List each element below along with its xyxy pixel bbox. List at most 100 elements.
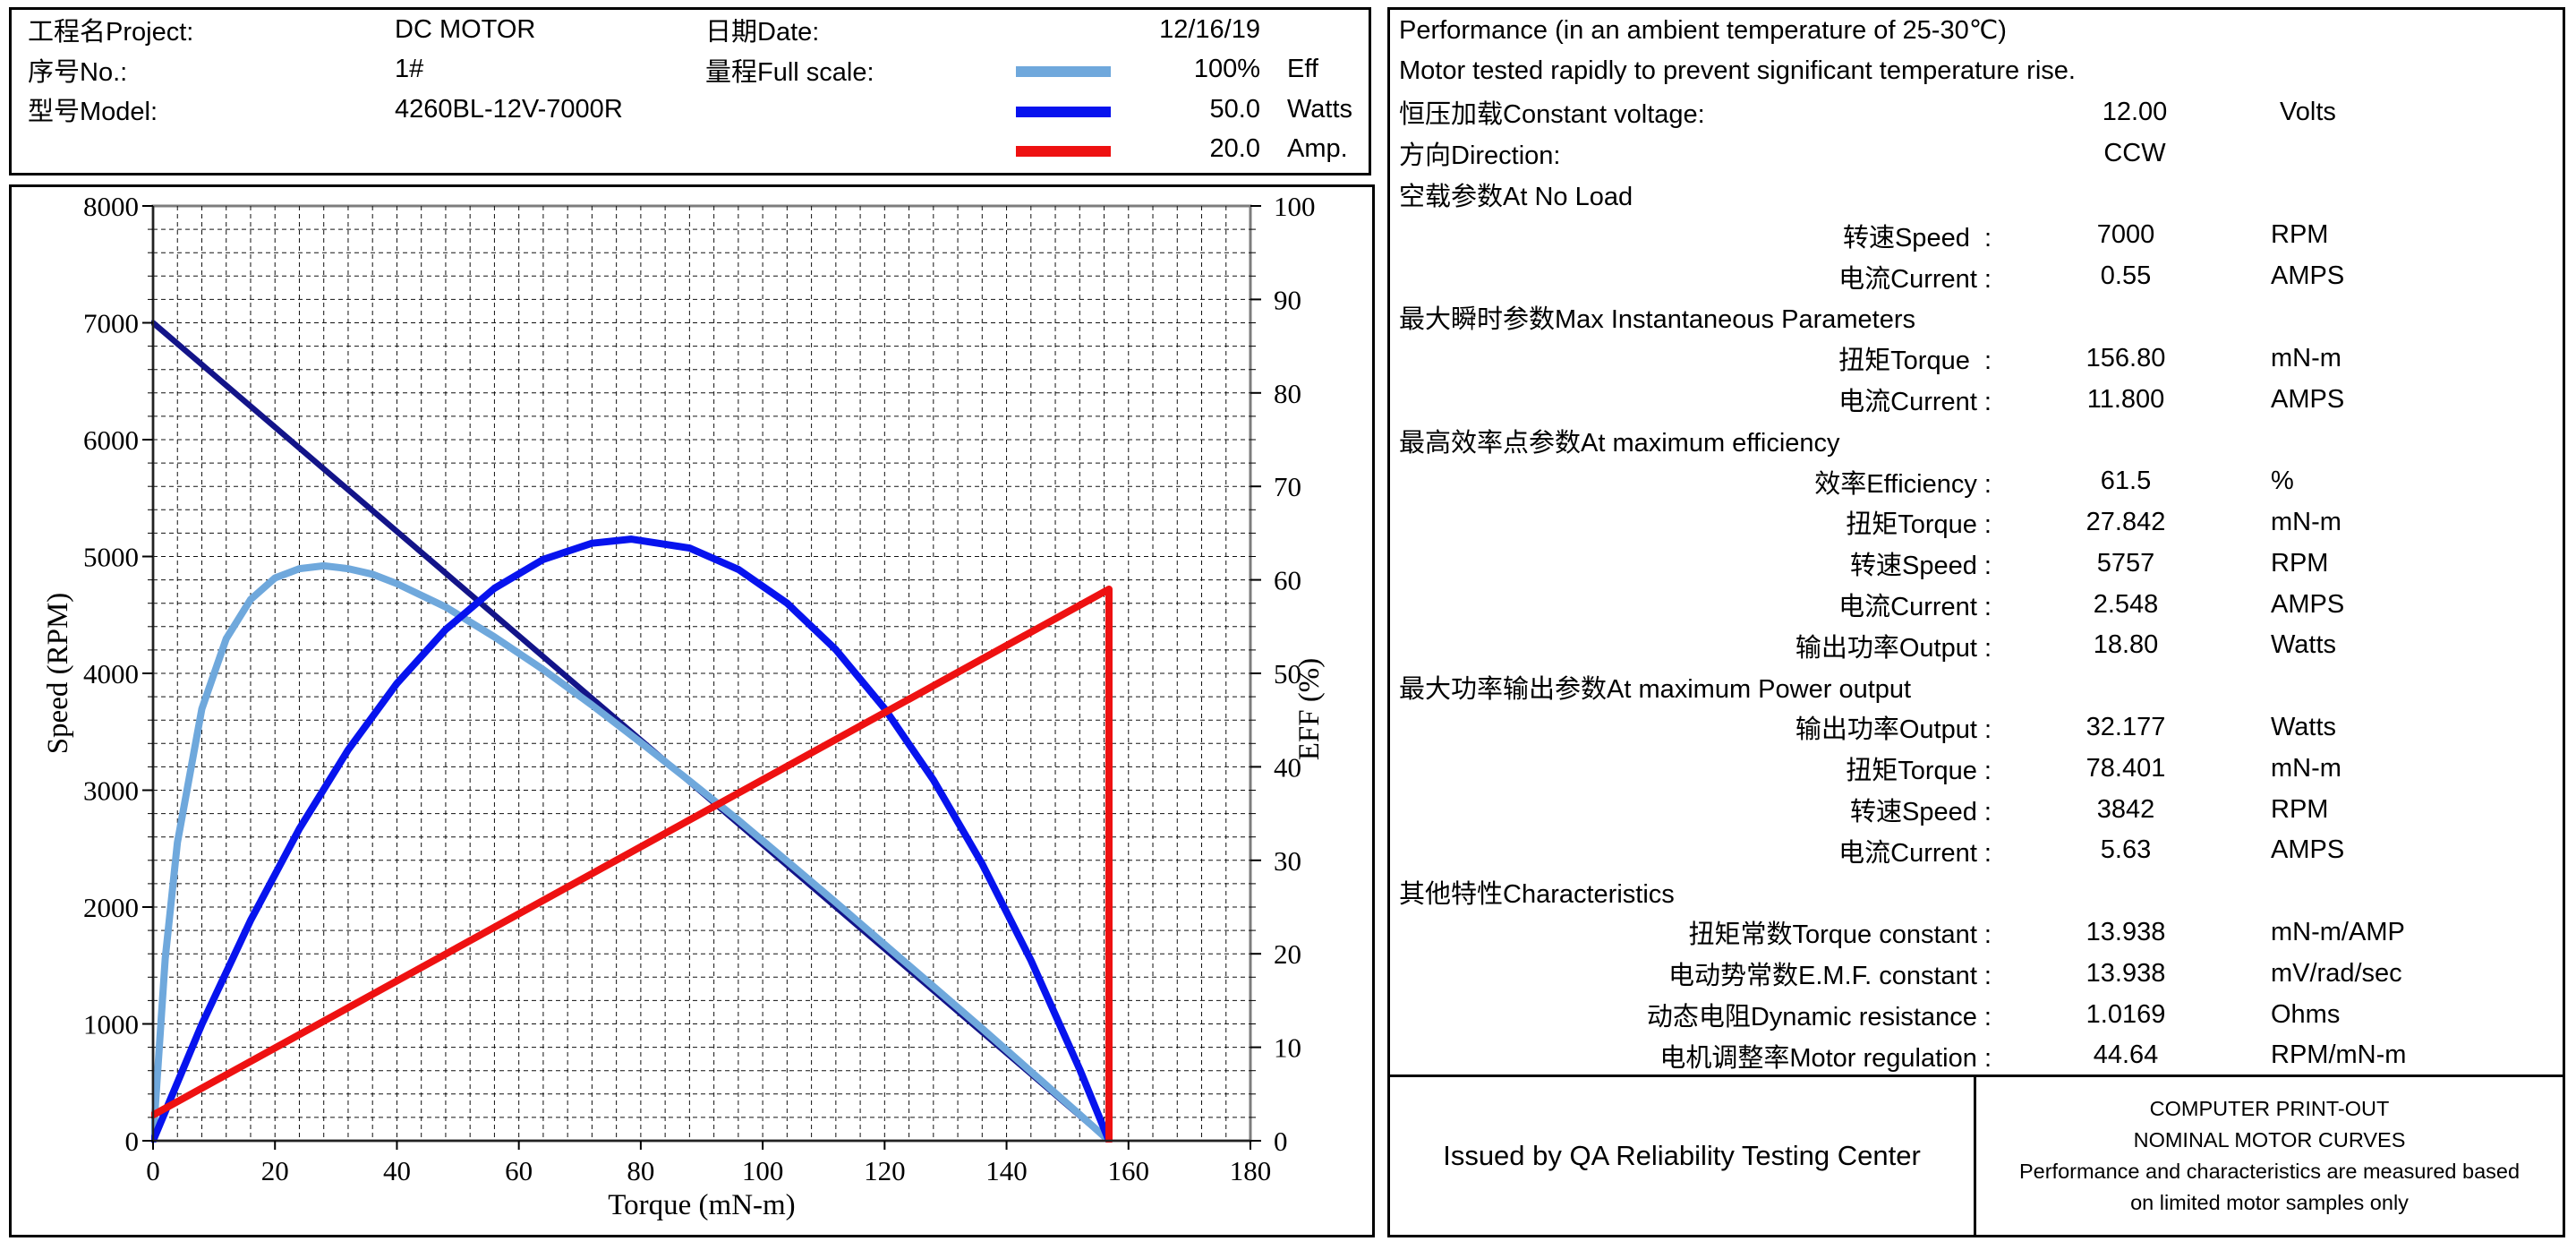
param-unit: AMPS [2271, 384, 2345, 414]
x-axis-tick-label: 60 [505, 1155, 533, 1186]
no-value: 1# [395, 55, 424, 84]
section-row: 最大瞬时参数Max Instantaneous Parameters [1390, 297, 2563, 338]
footer-notes: COMPUTER PRINT-OUT NOMINAL MOTOR CURVES Pe… [1976, 1077, 2563, 1235]
legend-swatch-power [1016, 106, 1111, 117]
footer-note-line: on limited motor samples only [2130, 1191, 2409, 1214]
param-row: 动态电阻Dynamic resistance : 1.0169 Ohms [1390, 994, 2563, 1035]
param-value: 78.401 [2086, 753, 2166, 783]
param-label: 扭矩Torque : [1846, 757, 1992, 786]
param-unit: Volts [2280, 97, 2336, 126]
x-axis-tick-label: 140 [985, 1155, 1028, 1186]
y-axis-tick-label: 0 [125, 1126, 140, 1157]
date-label: 日期Date: [705, 18, 820, 47]
y-axis-tick-label: 5000 [83, 542, 139, 573]
section-row: 最高效率点参数At maximum efficiency [1390, 420, 2563, 461]
header-row-project: 工程名Project: DC MOTOR 日期Date: 12/16/19 [12, 10, 1369, 50]
date-value: 12/16/19 [1159, 14, 1260, 44]
y2-axis-tick-label: 10 [1274, 1032, 1301, 1064]
param-unit: % [2271, 467, 2294, 496]
param-unit: AMPS [2271, 589, 2345, 619]
section-row: 其他特性Characteristics [1390, 871, 2563, 912]
param-value: 12.00 [2102, 97, 2168, 126]
param-value: 18.80 [2093, 630, 2159, 660]
param-value: 5.63 [2100, 835, 2152, 865]
x-axis-tick-label: 180 [1230, 1155, 1272, 1186]
param-unit: AMPS [2271, 261, 2345, 291]
param-value: 13.938 [2086, 958, 2166, 988]
chart-box: 0 1000 2000 3000 4000 5000 6000 7000 8000 0 20 40 60… [9, 184, 1375, 1237]
header-box: 工程名Project: DC MOTOR 日期Date: 12/16/19 序号… [9, 7, 1371, 176]
y2-axis-tick-label: 40 [1274, 751, 1301, 783]
text-row: Motor tested rapidly to prevent signific… [1390, 51, 2563, 92]
section-row: 最大功率输出参数At maximum Power output [1390, 666, 2563, 707]
legend-value-current: 20.0 [1209, 134, 1260, 164]
param-row: 方向Direction: CCW [1390, 133, 2563, 174]
project-label: 工程名Project: [28, 18, 194, 47]
x-axis-tick-label: 20 [261, 1155, 289, 1186]
y-axis-tick-label: 8000 [83, 191, 139, 222]
legend-unit-power: Watts [1287, 94, 1353, 124]
param-row: 转速Speed : 3842 RPM [1390, 789, 2563, 830]
header-row-no: 序号No.: 1# 量程Full scale: 100% Eff [12, 50, 1369, 90]
x-axis-tick-label: 100 [742, 1155, 784, 1186]
report-footer: Issued by QA Reliability Testing Center … [1390, 1074, 2563, 1235]
series-power [151, 535, 1113, 1143]
param-label: 转速Speed : [1842, 223, 1992, 253]
param-unit: RPM [2271, 548, 2329, 578]
y2-axis-tick-label: 100 [1274, 191, 1316, 222]
note-text: Performance (in an ambient temperature o… [1399, 16, 2007, 46]
section-title: 空载参数At No Load [1399, 183, 1633, 212]
legend-swatch-efficiency [1016, 66, 1111, 78]
param-value: 3842 [2096, 794, 2155, 824]
header-row-legend: 20.0 Amp. [12, 130, 1369, 170]
param-value: 44.64 [2093, 1040, 2159, 1070]
y2-axis-tick-label: 80 [1274, 378, 1301, 409]
y2-axis-tick-label: 70 [1274, 471, 1301, 502]
param-label: 电机调整率Motor regulation : [1659, 1043, 1992, 1073]
param-label: 电流Current : [1838, 264, 1992, 294]
y2-axis-tick-label: 90 [1274, 284, 1301, 315]
param-row: 扭矩Torque : 27.842 mN-m [1390, 502, 2563, 544]
param-row: 输出功率Output : 32.177 Watts [1390, 707, 2563, 749]
param-unit: RPM [2271, 794, 2329, 824]
footer-note-line: NOMINAL MOTOR CURVES [2133, 1128, 2406, 1152]
param-unit: AMPS [2271, 835, 2345, 865]
param-row: 电流Current : 11.800 AMPS [1390, 379, 2563, 420]
param-label: 扭矩Torque : [1846, 510, 1992, 540]
param-row: 扭矩常数Torque constant : 13.938 mN-m/AMP [1390, 912, 2563, 954]
model-value: 4260BL-12V-7000R [395, 94, 623, 124]
param-row: 电机调整率Motor regulation : 44.64 RPM/mN-m [1390, 1035, 2563, 1076]
legend-unit-efficiency: Eff [1287, 55, 1318, 84]
legend-unit-current: Amp. [1287, 134, 1348, 164]
issued-by: Issued by QA Reliability Testing Center [1390, 1077, 1976, 1235]
y-axis-title: Speed (RPM) [42, 593, 74, 755]
y-axis-tick-label: 2000 [83, 892, 139, 923]
param-unit: RPM/mN-m [2271, 1040, 2407, 1070]
param-value: 32.177 [2086, 712, 2166, 741]
param-unit: Watts [2271, 630, 2337, 660]
param-label: 输出功率Output : [1795, 633, 1992, 663]
x-axis-tick-label: 40 [383, 1155, 411, 1186]
param-label: 转速Speed : [1850, 552, 1992, 581]
x-axis-title: Torque (mN-m) [608, 1189, 795, 1221]
parameter-rows: Performance (in an ambient temperature o… [1390, 10, 2563, 1076]
param-label: 电流Current : [1838, 838, 1992, 868]
param-label: 扭矩Torque : [1838, 347, 1992, 376]
section-title: 最大瞬时参数Max Instantaneous Parameters [1399, 305, 1915, 335]
x-axis-tick-label: 160 [1108, 1155, 1150, 1186]
param-label: 动态电阻Dynamic resistance : [1646, 1003, 1992, 1032]
section-row: 空载参数At No Load [1390, 174, 2563, 215]
param-unit: mN-m [2271, 753, 2341, 783]
series-efficiency [151, 561, 1113, 1143]
legend-swatch-current [1016, 146, 1111, 158]
param-label: 电动势常数E.M.F. constant : [1668, 962, 1992, 991]
performance-panel: Performance (in an ambient temperature o… [1387, 7, 2565, 1237]
param-row: 恒压加载Constant voltage: 12.00 Volts [1390, 92, 2563, 133]
y2-axis-tick-label: 0 [1274, 1126, 1288, 1157]
y-axis-tick-label: 3000 [83, 775, 139, 807]
full-scale-label: 量程Full scale: [705, 57, 874, 87]
x-axis-tick-label: 80 [627, 1155, 654, 1186]
param-value: 27.842 [2086, 507, 2166, 536]
y2-axis-title: EFF (%) [1293, 658, 1326, 761]
